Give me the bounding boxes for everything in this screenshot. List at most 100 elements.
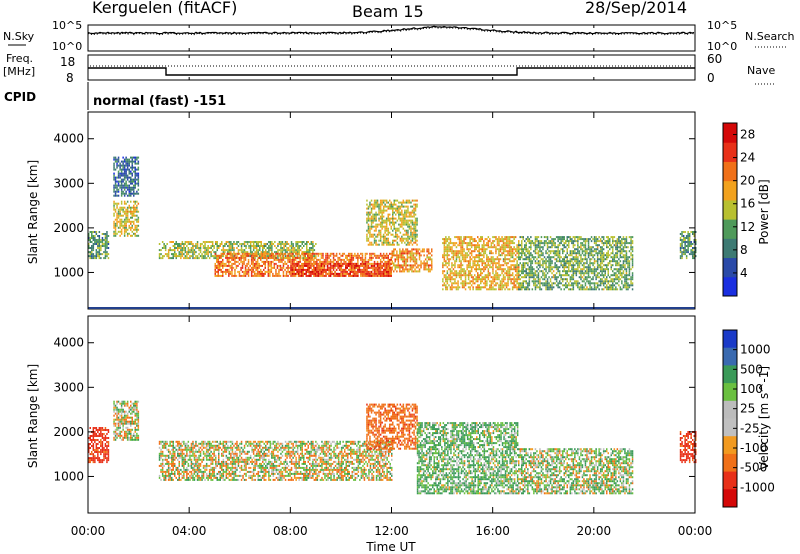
heatmap-cell (328, 268, 330, 271)
heatmap-cell (460, 266, 462, 269)
heatmap-cell (492, 276, 494, 279)
heatmap-cell (278, 252, 280, 255)
heatmap-cell (195, 251, 197, 254)
heatmap-cell (120, 230, 123, 233)
heatmap-cell (496, 262, 499, 265)
heatmap-cell (313, 252, 315, 255)
heatmap-cell (416, 235, 418, 238)
heatmap-cell (256, 254, 259, 257)
heatmap-cell (542, 258, 544, 261)
heatmap-cell (508, 288, 511, 291)
heatmap-cell (537, 250, 540, 253)
heatmap-cell (601, 282, 603, 285)
heatmap-cell (457, 264, 459, 267)
heatmap-cell (401, 237, 403, 240)
heatmap-cell (498, 252, 500, 255)
heatmap-cell (443, 260, 446, 263)
heatmap-cell (599, 238, 602, 241)
heatmap-cell (290, 268, 292, 271)
heatmap-cell (241, 256, 244, 259)
heatmap-cell (516, 276, 518, 279)
heatmap-cell (114, 168, 117, 171)
heatmap-cell (533, 258, 535, 261)
heatmap-cell (122, 164, 124, 167)
heatmap-cell (399, 219, 402, 222)
heatmap-cell (470, 274, 473, 277)
heatmap-cell (290, 247, 293, 249)
heatmap-cell (548, 246, 550, 249)
heatmap-cell (367, 243, 370, 246)
heatmap-cell (298, 251, 300, 254)
heatmap-cell (531, 288, 534, 291)
heatmap-cell (470, 276, 473, 279)
heatmap-cell (292, 245, 294, 247)
heatmap-cell (525, 248, 527, 251)
heatmap-cell (247, 252, 250, 255)
heatmap-cell (259, 255, 261, 258)
heatmap-cell (415, 250, 418, 253)
heatmap-cell (478, 278, 480, 281)
freq-label-line1: Freq. (6, 52, 33, 65)
heatmap-cell (303, 251, 305, 254)
heatmap-cell (395, 231, 397, 234)
heatmap-cell (220, 254, 222, 257)
heatmap-cell (595, 248, 597, 251)
heatmap-cell (210, 253, 212, 256)
heatmap-cell (426, 254, 428, 257)
heatmap-cell (510, 248, 512, 251)
heatmap-cell (534, 252, 537, 255)
heatmap-cell (361, 272, 364, 275)
heatmap-cell (304, 260, 306, 263)
heatmap-cell (263, 260, 265, 263)
heatmap-cell (568, 260, 570, 263)
heatmap-cell (571, 242, 573, 245)
heatmap-cell (513, 276, 515, 279)
heatmap-cell (484, 276, 487, 279)
heatmap-cell (511, 242, 514, 245)
heatmap-cell (104, 239, 107, 241)
heatmap-cell (490, 266, 493, 269)
heatmap-cell (484, 264, 487, 267)
heatmap-cell (131, 224, 133, 227)
heatmap-cell (527, 288, 529, 291)
heatmap-cell (530, 276, 532, 279)
heatmap-cell (514, 278, 517, 281)
heatmap-cell (253, 264, 256, 267)
heatmap-cell (542, 278, 544, 281)
heatmap-cell (527, 238, 529, 241)
heatmap-cell (164, 247, 167, 249)
heatmap-cell (120, 218, 123, 221)
heatmap-cell (493, 236, 496, 239)
heatmap-cell (543, 236, 546, 239)
heatmap-cell (477, 264, 479, 267)
heatmap-cell (243, 256, 245, 259)
heatmap-cell (382, 258, 385, 261)
heatmap-cell (379, 201, 382, 204)
heatmap-cell (604, 258, 606, 261)
heatmap-cell (266, 258, 268, 261)
heatmap-cell (415, 266, 418, 269)
heatmap-cell (372, 266, 374, 269)
heatmap-cell (366, 239, 368, 242)
heatmap-cell (534, 274, 537, 277)
heatmap-cell (357, 268, 359, 271)
heatmap-cell (107, 247, 110, 249)
heatmap-cell (527, 282, 529, 285)
heatmap-cell (572, 244, 575, 247)
heatmap-cell (400, 256, 403, 259)
heatmap-cell (355, 270, 358, 273)
heatmap-cell (463, 260, 465, 263)
heatmap-cell (299, 274, 301, 277)
heatmap-cell (234, 256, 236, 259)
heatmap-cell (116, 184, 118, 187)
heatmap-cell (215, 241, 217, 243)
heatmap-cell (186, 241, 188, 243)
heatmap-cell (275, 254, 277, 257)
heatmap-cell (134, 176, 136, 179)
heatmap-cell (445, 284, 447, 287)
heatmap-cell (215, 257, 217, 260)
heatmap-cell (542, 262, 544, 265)
heatmap-cell (130, 194, 132, 197)
heatmap-cell (398, 243, 400, 246)
heatmap-cell (379, 229, 382, 232)
